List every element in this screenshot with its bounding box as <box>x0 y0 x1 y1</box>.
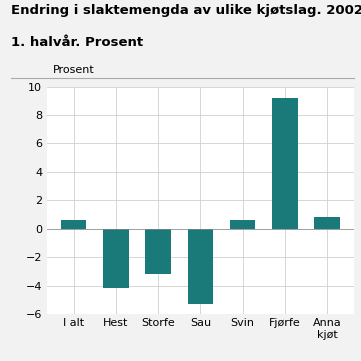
Bar <box>145 229 171 274</box>
Bar <box>103 229 129 288</box>
Bar <box>230 220 255 229</box>
Text: 1. halvår. Prosent: 1. halvår. Prosent <box>11 36 143 49</box>
Text: Endring i slaktemengda av ulike kjøtslag. 2002-2003*.: Endring i slaktemengda av ulike kjøtslag… <box>11 4 361 17</box>
Bar <box>61 220 86 229</box>
Text: Prosent: Prosent <box>52 65 94 75</box>
Bar <box>188 229 213 304</box>
Bar <box>314 217 340 229</box>
Bar <box>272 98 297 229</box>
